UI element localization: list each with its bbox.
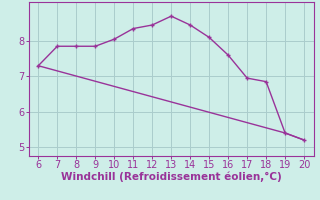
X-axis label: Windchill (Refroidissement éolien,°C): Windchill (Refroidissement éolien,°C): [61, 172, 282, 182]
